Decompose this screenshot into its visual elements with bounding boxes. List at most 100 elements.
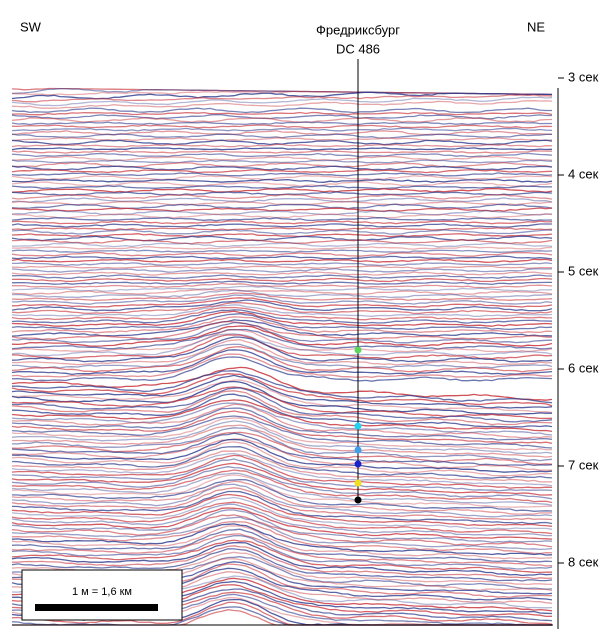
right-label: NE — [527, 19, 545, 34]
reflector — [11, 328, 553, 353]
reflector — [11, 169, 553, 174]
reflector — [11, 373, 553, 407]
reflector — [11, 446, 553, 479]
reflector — [12, 343, 553, 369]
reflector — [11, 523, 553, 556]
reflector — [11, 521, 553, 555]
reflector — [11, 528, 553, 563]
reflector — [11, 407, 553, 441]
reflector — [12, 424, 553, 458]
reflector — [11, 137, 553, 142]
reflector — [11, 534, 553, 570]
reflector — [11, 271, 553, 276]
reflector — [11, 229, 553, 235]
well-marker — [354, 479, 362, 487]
reflector — [11, 496, 553, 530]
reflector — [11, 462, 553, 496]
reflector — [11, 288, 553, 296]
reflector — [11, 420, 553, 455]
tick-label: 7 сек — [568, 457, 599, 472]
tick-label: 8 сек — [568, 554, 599, 569]
reflector — [11, 255, 553, 260]
time-axis: 3 сек 4 сек 5 сек 6 сек 7 сек 8 сек — [558, 69, 599, 569]
reflector — [11, 306, 553, 321]
reflector — [11, 207, 553, 212]
reflector — [11, 309, 553, 324]
reflector — [11, 366, 553, 401]
well-marker — [354, 446, 362, 454]
reflector — [11, 294, 553, 305]
left-label: SW — [20, 19, 42, 34]
well-marker — [354, 496, 362, 504]
reflector — [11, 185, 552, 190]
reflector — [11, 514, 553, 548]
reflector — [11, 113, 552, 120]
reflector — [11, 209, 552, 216]
reflector — [11, 501, 553, 535]
reflector — [11, 159, 553, 164]
reflector — [11, 249, 553, 254]
reflector — [11, 239, 553, 245]
reflector — [11, 227, 553, 231]
reflector — [11, 452, 553, 487]
reflector — [12, 161, 553, 168]
reflector — [11, 328, 553, 350]
reflector — [11, 438, 553, 473]
reflector — [11, 133, 552, 139]
reflector — [11, 187, 553, 193]
reflector — [11, 267, 553, 273]
reflector — [11, 143, 553, 148]
reflector — [11, 274, 553, 280]
reflector — [11, 277, 553, 283]
reflector — [11, 165, 553, 171]
reflector — [11, 450, 552, 483]
reflector — [11, 197, 553, 203]
reflector — [11, 487, 553, 521]
reflector — [11, 336, 553, 363]
reflector — [11, 490, 553, 525]
scale-label: 1 м = 1,6 км — [72, 586, 132, 598]
seismic-section — [11, 87, 553, 626]
reflector — [11, 325, 553, 347]
reflector — [11, 374, 553, 409]
reflector — [11, 516, 553, 551]
well-marker — [354, 346, 362, 354]
reflector — [11, 427, 553, 462]
reflector — [11, 346, 553, 373]
reflector — [11, 111, 553, 116]
reflector — [11, 548, 553, 582]
reflector — [11, 304, 553, 318]
reflector — [11, 301, 553, 315]
reflector — [11, 503, 552, 537]
reflector — [11, 152, 553, 158]
reflector — [11, 466, 553, 500]
reflector — [11, 233, 553, 238]
reflector — [11, 147, 553, 151]
reflector — [11, 320, 553, 341]
reflector — [11, 415, 553, 449]
reflector — [12, 282, 553, 289]
reflector — [11, 458, 553, 492]
reflector — [11, 402, 553, 436]
reflector — [11, 121, 552, 126]
reflector — [11, 339, 553, 366]
reflector — [11, 124, 553, 129]
tick-label: 5 сек — [568, 263, 599, 278]
reflector — [11, 469, 553, 504]
reflector — [11, 280, 552, 286]
reflector — [12, 379, 553, 414]
reflector — [11, 107, 552, 114]
reflector — [11, 525, 553, 560]
scale-box — [21, 569, 183, 621]
tick-label: 3 сек — [568, 69, 599, 84]
tick-label: 6 сек — [568, 360, 599, 375]
reflector — [11, 203, 553, 210]
reflector — [11, 441, 553, 477]
reflector — [11, 480, 553, 515]
well-name: Фредриксбург — [316, 22, 400, 37]
well-marker — [354, 460, 362, 468]
well-marker — [354, 422, 362, 430]
reflector — [11, 349, 553, 376]
reflector — [11, 472, 553, 506]
